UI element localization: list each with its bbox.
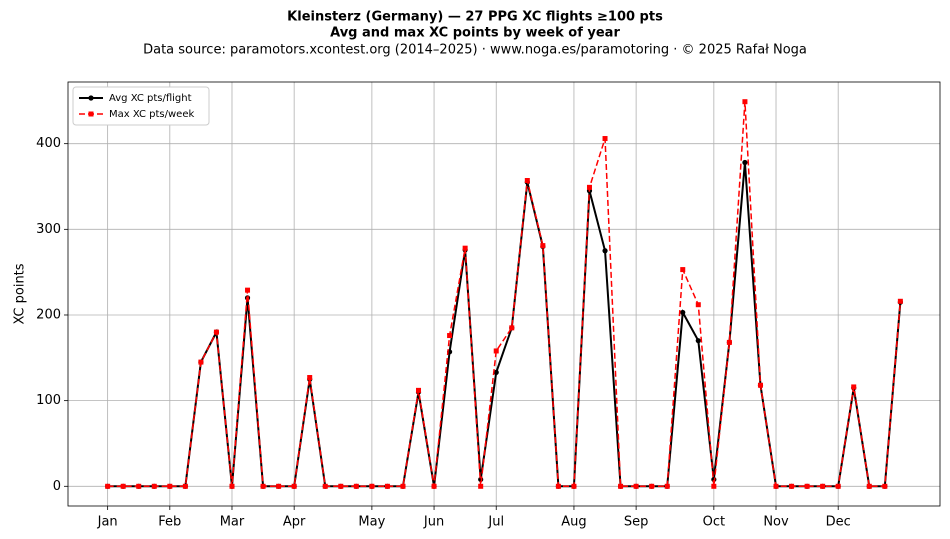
point [400,483,406,489]
x-tick-label: Jan [97,515,118,530]
point [416,387,422,393]
x-tick-label: Jun [423,515,444,530]
point [276,483,282,489]
x-tick-label: Aug [561,515,586,530]
legend-label: Max XC pts/week [109,109,194,120]
y-tick-label: 200 [36,307,61,322]
x-tick-label: Apr [283,515,306,530]
legend-box [72,86,210,126]
point [555,483,561,489]
plot-frame [67,81,941,507]
point [757,382,763,388]
x-tick-label: Mar [220,515,245,530]
chart-title: Kleinsterz (Germany) — 27 PPG XC flights… [287,10,663,25]
point [742,99,748,105]
x-tick-label: Jul [487,515,504,530]
point [540,243,546,249]
point [462,245,468,251]
point [586,184,592,190]
point [742,159,748,166]
point [866,483,872,489]
point [711,483,717,489]
chart-source: Data source: paramotors.xcontest.org (20… [143,43,807,58]
point [509,325,515,331]
point [695,338,701,344]
point [353,483,359,489]
point [851,384,857,390]
x-tick-label: Dec [826,515,851,530]
point [260,483,266,489]
point [602,136,608,142]
x-tick-label: Oct [703,515,725,530]
point [182,483,188,489]
point [695,302,701,308]
point [105,483,111,489]
legend-marker [88,111,94,117]
point [618,483,624,489]
point [726,339,732,345]
y-tick-label: 100 [36,393,61,408]
point [820,483,826,489]
point [633,483,639,489]
point [229,483,235,489]
point [804,483,810,489]
point [897,298,903,304]
series-line [107,101,902,488]
point [602,248,608,254]
x-tick-label: Sep [624,515,649,530]
legend-label: Avg XC pts/flight [109,93,192,104]
point [680,309,686,316]
point [369,483,375,489]
x-tick-label: May [358,515,385,530]
point [789,483,795,489]
legend-marker [88,95,94,101]
y-tick-label: 0 [53,479,61,494]
y-tick-label: 400 [36,136,61,151]
point [478,483,484,489]
point [664,483,670,489]
point [882,483,888,489]
point [835,483,841,489]
point [384,483,390,489]
point [571,483,577,489]
point [447,333,453,339]
chart-subtitle: Avg and max XC points by week of year [330,26,620,41]
point [291,483,297,489]
point [245,287,251,293]
x-tick-label: Nov [763,515,789,530]
point [151,483,157,489]
point [773,483,779,489]
point [322,483,328,489]
x-tick-label: Feb [158,515,181,530]
point [524,178,530,184]
y-axis-label: XC points [13,263,28,324]
point [338,483,344,489]
point [680,267,686,273]
point [136,483,142,489]
point [213,329,219,335]
point [307,375,313,381]
point [493,369,499,375]
point [167,483,173,489]
y-tick-label: 300 [36,222,61,237]
point [120,483,126,489]
point [198,359,204,365]
point [431,483,437,489]
point [493,348,499,354]
point [649,483,655,489]
